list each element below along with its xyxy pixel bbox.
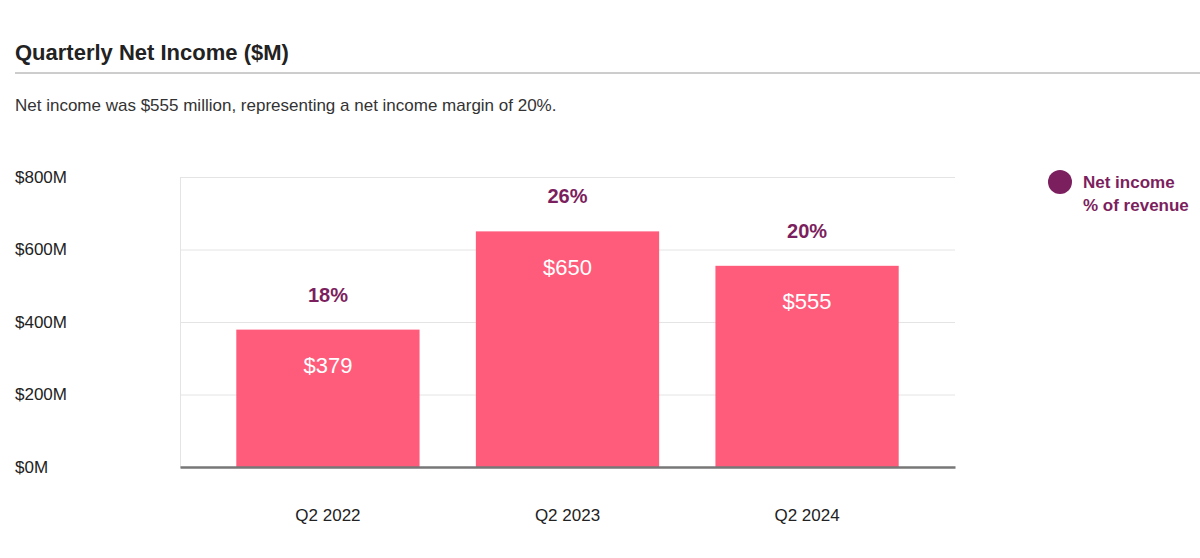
bars xyxy=(236,231,898,467)
legend-swatch xyxy=(1048,170,1072,194)
legend-label-line: Net income xyxy=(1083,173,1175,192)
y-axis: $0M $200M $400M $600M $800M xyxy=(15,168,955,477)
chart-container: Quarterly Net Income ($M) Net income was … xyxy=(0,0,1200,558)
y-tick-label: $200M xyxy=(15,385,67,404)
data-label: $379 xyxy=(303,353,352,378)
margin-label: 26% xyxy=(547,185,587,207)
title-rule xyxy=(15,73,1200,74)
margin-label: 20% xyxy=(787,220,827,242)
data-label: $555 xyxy=(783,289,832,314)
y-tick-label: $0M xyxy=(15,458,48,477)
grid-line xyxy=(180,177,955,178)
chart-svg: Quarterly Net Income ($M) Net income was … xyxy=(0,0,1200,558)
y-tick-label: $400M xyxy=(15,313,67,332)
x-tick-label: Q2 2022 xyxy=(295,506,360,525)
margin-labels: 18% 26% 20% xyxy=(308,185,827,305)
legend-label: Net income % of revenue xyxy=(1083,173,1189,215)
data-label: $650 xyxy=(543,255,592,280)
legend-label-line: % of revenue xyxy=(1083,196,1189,215)
data-labels: $379 $650 $555 xyxy=(303,255,831,378)
margin-label: 18% xyxy=(308,284,348,306)
y-tick-label: $800M xyxy=(15,168,67,187)
grid-line xyxy=(180,467,955,468)
bar xyxy=(236,330,419,467)
x-tick: Q2 2022 xyxy=(295,467,360,525)
x-tick: Q2 2024 xyxy=(774,467,839,525)
x-tick-label: Q2 2024 xyxy=(774,506,839,525)
x-axis: Q2 2022 Q2 2023 Q2 2024 xyxy=(181,467,956,525)
x-tick: Q2 2023 xyxy=(535,467,600,525)
x-axis-line xyxy=(181,466,956,469)
bar xyxy=(476,231,659,467)
subtitle: Net income was $555 million, representin… xyxy=(15,96,556,115)
title: Quarterly Net Income ($M) xyxy=(15,40,289,65)
y-tick: $800M xyxy=(15,168,955,187)
y-tick-label: $600M xyxy=(15,240,67,259)
bar xyxy=(715,266,898,467)
x-tick-label: Q2 2023 xyxy=(535,506,600,525)
legend: Net income % of revenue xyxy=(1048,170,1189,215)
